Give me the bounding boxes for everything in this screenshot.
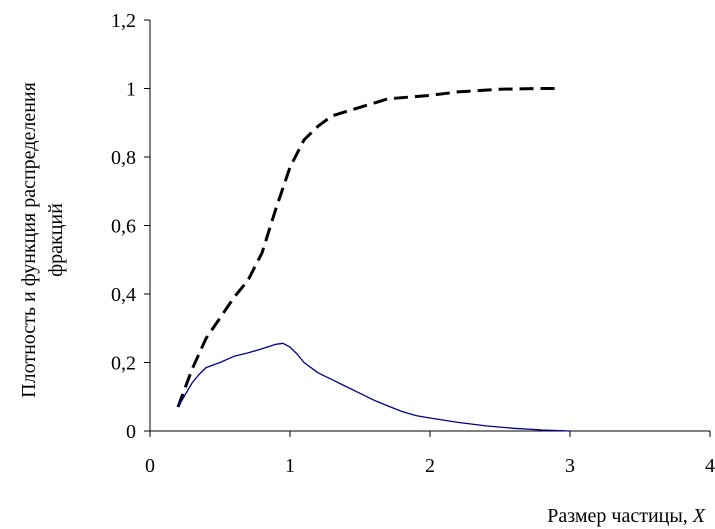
y-tick-label: 0 [126, 421, 136, 443]
x-tick-label: 4 [705, 455, 715, 477]
series-line-2 [177, 342, 571, 432]
y-ticks: 0 0,2 0,4 0,6 0,8 1 1,2 [111, 10, 150, 443]
x-axis-title-text: Размер частицы, [547, 505, 693, 527]
y-tick-label: 0,2 [111, 353, 136, 375]
y-axis-title-line2: фракций [45, 203, 67, 277]
series-group [176, 87, 571, 432]
x-tick-label: 3 [565, 455, 575, 477]
y-axis-title: Плотность и функция распределения фракци… [18, 82, 67, 398]
series-line-1 [176, 87, 556, 408]
y-axis-title-line1: Плотность и функция распределения [18, 82, 40, 398]
x-tick-label: 1 [285, 455, 295, 477]
y-tick-label: 0,4 [111, 284, 136, 306]
x-axis-title: Размер частицы, X [547, 505, 706, 527]
x-ticks: 0 1 2 3 4 [145, 431, 715, 477]
y-tick-label: 0,8 [111, 147, 136, 169]
y-tick-label: 1,2 [111, 10, 136, 32]
x-tick-label: 2 [425, 455, 435, 477]
y-tick-label: 0,6 [111, 216, 136, 238]
x-axis-title-variable: X [692, 505, 706, 527]
y-tick-label: 1 [126, 79, 136, 101]
x-tick-label: 0 [145, 455, 155, 477]
